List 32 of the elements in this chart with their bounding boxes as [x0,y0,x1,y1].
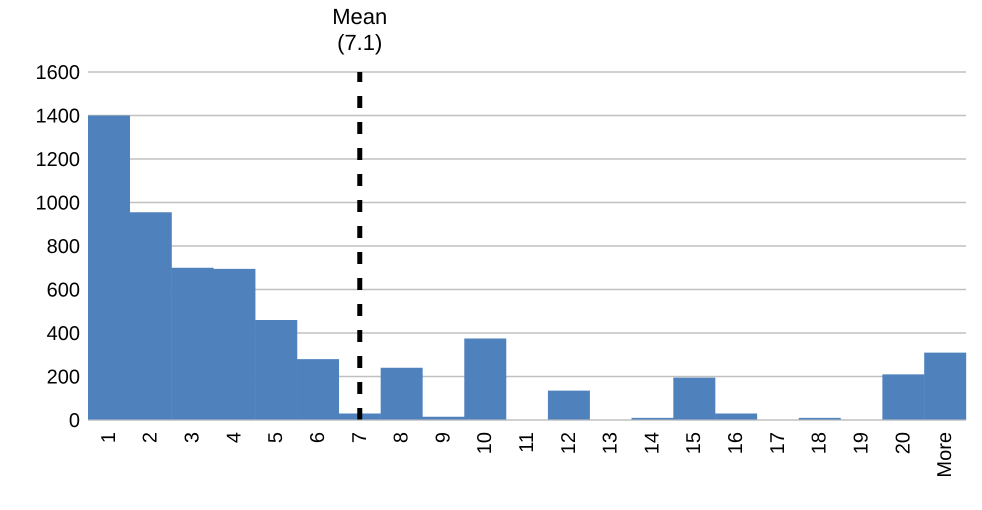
x-tick-label: 18 [808,432,831,454]
x-tick-label: 13 [600,432,622,454]
y-tick-label: 1200 [36,149,80,172]
x-tick-label: More [934,432,956,478]
y-tick-label: 800 [46,236,80,258]
y-tick-label: 0 [68,410,80,432]
x-tick-label: 20 [892,432,914,454]
y-tick-label: 1000 [36,192,80,215]
x-tick-label: 10 [474,432,496,454]
x-tick-label: 11 [516,432,538,453]
x-tick-label: 19 [850,432,872,454]
x-tick-label: 8 [390,432,413,444]
ref-line-label: Mean (7.1) [332,4,388,55]
x-tick-label: 9 [432,432,454,444]
x-tick-label: 14 [641,432,664,454]
y-tick-label: 200 [46,366,80,389]
x-tick-label: 16 [725,432,748,454]
x-tick-label: 1 [98,432,120,444]
x-tick-label: 17 [766,432,789,454]
x-tick-label: 2 [140,432,162,444]
y-tick-label: 1600 [36,62,80,84]
y-tick-label: 600 [46,280,80,302]
x-tick-label: 5 [265,432,288,444]
bar [548,390,590,420]
x-tick-label: 3 [182,432,204,444]
x-tick-label: 12 [558,432,580,454]
y-tick-label: 1400 [36,106,80,128]
x-tick-label: 15 [683,432,706,454]
x-tick-label: 4 [223,432,246,444]
x-tick-label: 6 [306,432,329,444]
y-tick-label: 400 [46,323,80,346]
x-tick-label: 7 [348,432,371,444]
